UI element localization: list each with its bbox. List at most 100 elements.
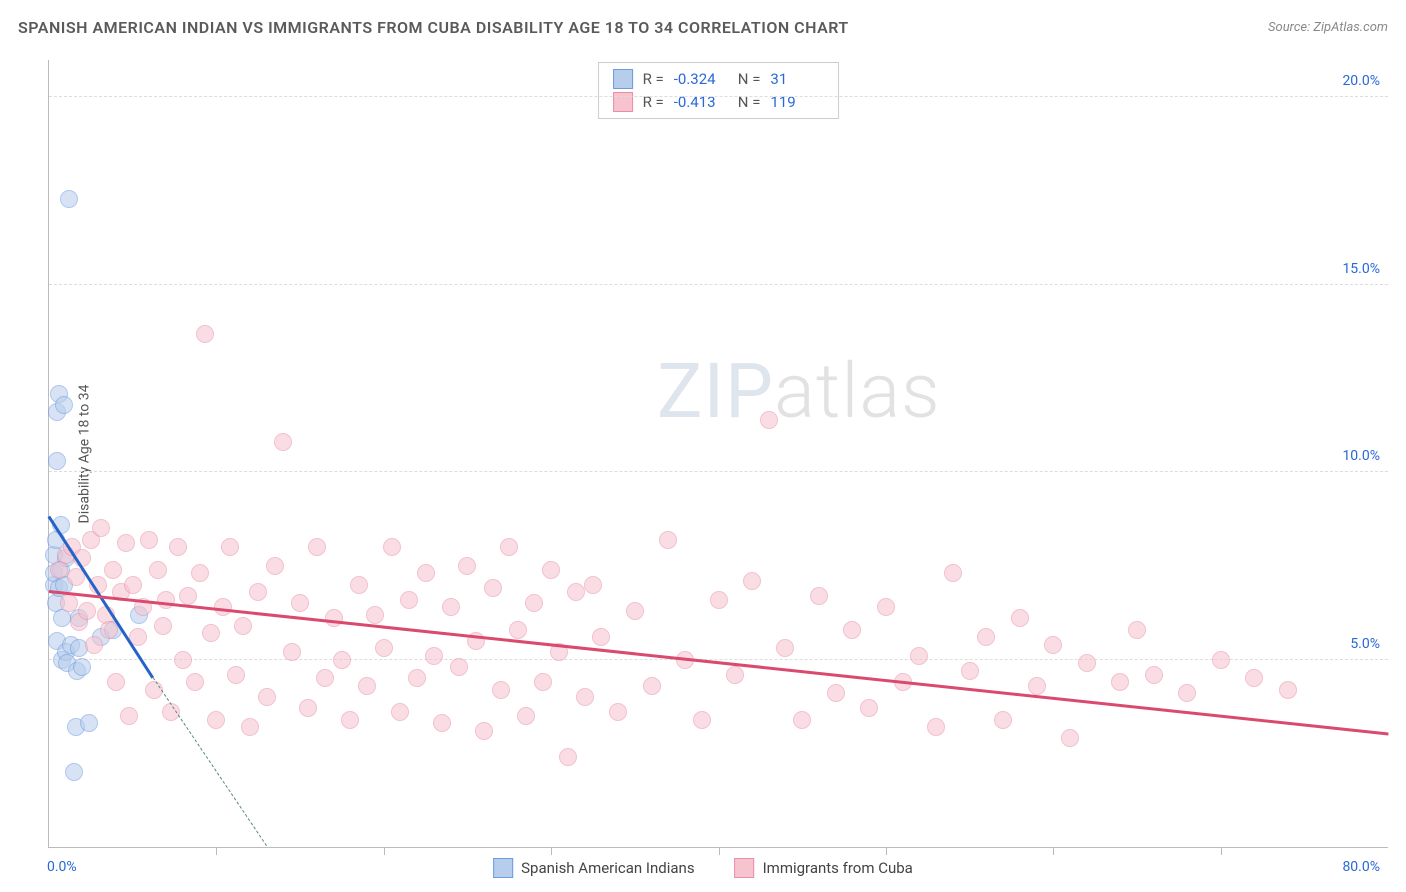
- scatter-point: [258, 688, 276, 706]
- scatter-point: [383, 538, 401, 556]
- trend-line: [49, 590, 1388, 735]
- scatter-point: [534, 673, 552, 691]
- scatter-point: [316, 669, 334, 687]
- scatter-point: [559, 748, 577, 766]
- scatter-point: [659, 531, 677, 549]
- scatter-point: [221, 538, 239, 556]
- scatter-point: [117, 534, 135, 552]
- scatter-point: [1128, 621, 1146, 639]
- scatter-point: [227, 666, 245, 684]
- chart-title: SPANISH AMERICAN INDIAN VS IMMIGRANTS FR…: [18, 18, 849, 37]
- scatter-point: [308, 538, 326, 556]
- scatter-point: [140, 531, 158, 549]
- scatter-point: [149, 561, 167, 579]
- scatter-point: [542, 561, 560, 579]
- scatter-point: [249, 583, 267, 601]
- scatter-point: [576, 688, 594, 706]
- scatter-point: [1078, 654, 1096, 672]
- scatter-point: [65, 763, 83, 781]
- scatter-point: [1044, 636, 1062, 654]
- scatter-point: [492, 681, 510, 699]
- scatter-point: [234, 617, 252, 635]
- scatter-point: [107, 673, 125, 691]
- scatter-point: [827, 684, 845, 702]
- scatter-point: [910, 647, 928, 665]
- scatter-point: [843, 621, 861, 639]
- x-axis-label-max: 80.0%: [1342, 859, 1380, 875]
- scatter-point: [1145, 666, 1163, 684]
- x-axis-tick: [216, 847, 217, 855]
- scatter-point: [104, 561, 122, 579]
- scatter-point: [60, 594, 78, 612]
- stat-n-value: 31: [770, 70, 824, 88]
- scatter-point: [80, 714, 98, 732]
- gridline: [49, 471, 1388, 472]
- scatter-point: [202, 624, 220, 642]
- scatter-point: [961, 662, 979, 680]
- scatter-point: [484, 579, 502, 597]
- scatter-point: [433, 714, 451, 732]
- watermark: ZIPatlas: [657, 346, 941, 436]
- scatter-point: [1212, 651, 1230, 669]
- scatter-point: [877, 598, 895, 616]
- scatter-point: [626, 602, 644, 620]
- scatter-point: [743, 572, 761, 590]
- scatter-point: [442, 598, 460, 616]
- scatter-point: [55, 396, 73, 414]
- legend-label: Spanish American Indians: [521, 859, 694, 877]
- scatter-point: [391, 703, 409, 721]
- scatter-point: [366, 606, 384, 624]
- stats-row: R =-0.324N =31: [613, 69, 825, 89]
- scatter-point: [124, 576, 142, 594]
- scatter-point: [207, 711, 225, 729]
- correlation-stats-box: R =-0.324N =31 R =-0.413N =119: [598, 62, 840, 119]
- scatter-point: [325, 609, 343, 627]
- scatter-point: [157, 591, 175, 609]
- scatter-point: [592, 628, 610, 646]
- scatter-point: [509, 621, 527, 639]
- gridline: [49, 96, 1388, 97]
- scatter-point: [73, 658, 91, 676]
- legend-swatch: [735, 858, 755, 878]
- scatter-point: [567, 583, 585, 601]
- scatter-point: [154, 617, 172, 635]
- scatter-point: [1111, 673, 1129, 691]
- y-axis-tick-label: 5.0%: [1350, 636, 1380, 652]
- scatter-point: [1178, 684, 1196, 702]
- scatter-point: [266, 557, 284, 575]
- scatter-point: [584, 576, 602, 594]
- scatter-point: [760, 411, 778, 429]
- scatter-point: [1028, 677, 1046, 695]
- x-axis-tick: [886, 847, 887, 855]
- scatter-point: [609, 703, 627, 721]
- scatter-point: [793, 711, 811, 729]
- scatter-point: [517, 707, 535, 725]
- scatter-point: [944, 564, 962, 582]
- scatter-point: [60, 190, 78, 208]
- source-attribution: Source: ZipAtlas.com: [1268, 20, 1388, 35]
- x-axis-tick: [384, 847, 385, 855]
- scatter-point: [500, 538, 518, 556]
- x-axis-tick: [551, 847, 552, 855]
- scatter-point: [120, 707, 138, 725]
- scatter-point: [333, 651, 351, 669]
- scatter-point: [78, 602, 96, 620]
- trend-line: [152, 678, 267, 847]
- scatter-point: [179, 587, 197, 605]
- scatter-point: [450, 658, 468, 676]
- gridline: [49, 659, 1388, 660]
- stats-row: R =-0.413N =119: [613, 92, 825, 112]
- scatter-point: [375, 639, 393, 657]
- scatter-point: [977, 628, 995, 646]
- scatter-point: [191, 564, 209, 582]
- scatter-point: [776, 639, 794, 657]
- scatter-point: [291, 594, 309, 612]
- scatter-point: [458, 557, 476, 575]
- scatter-point: [927, 718, 945, 736]
- stat-r-label: R =: [643, 70, 664, 88]
- scatter-point: [274, 433, 292, 451]
- legend-item: Immigrants from Cuba: [735, 858, 913, 878]
- x-axis-tick: [1053, 847, 1054, 855]
- scatter-point: [48, 452, 66, 470]
- scatter-chart: Disability Age 18 to 34 ZIPatlas R =-0.3…: [48, 60, 1388, 848]
